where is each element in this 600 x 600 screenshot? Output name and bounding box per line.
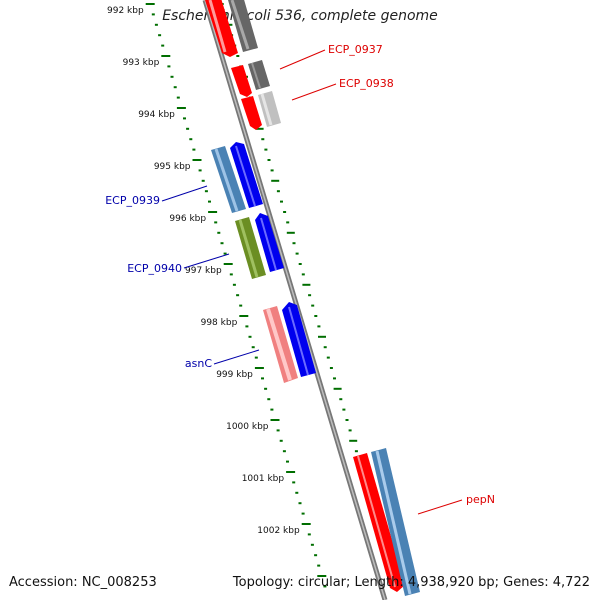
leader-line-ecp0939 <box>161 185 208 202</box>
cds-feature-ecp0937-red[interactable] <box>231 65 252 97</box>
gene-label-leaders <box>161 49 463 515</box>
cds-feature-ecp0939-steel[interactable] <box>211 146 246 213</box>
ruler-label: 1002 kbp <box>257 526 300 536</box>
gene-label-pepn[interactable]: pepN <box>466 493 495 506</box>
cds-feature-red[interactable] <box>205 0 238 57</box>
cds-feature-pepn-steel[interactable] <box>371 448 420 596</box>
feature-track <box>205 0 420 596</box>
ruler-label: 1000 kbp <box>226 422 269 432</box>
ruler-label: 996 kbp <box>169 214 206 224</box>
leader-line-ecp0938 <box>291 83 337 101</box>
genome-title: Escherichia coli 536, complete genome <box>162 8 438 24</box>
ruler-label: 1001 kbp <box>242 474 285 484</box>
ruler-label: 993 kbp <box>123 58 160 68</box>
genome-backbone-highlight <box>204 0 386 600</box>
leader-line-asnc <box>213 349 260 365</box>
cds-feature-ecp0940-blue[interactable] <box>255 213 284 272</box>
cds-feature-ecp0939-blue[interactable] <box>230 142 263 208</box>
leader-line-pepn <box>417 499 463 515</box>
gene-label-ecp0937[interactable]: ECP_0937 <box>328 43 383 56</box>
ruler-label: 995 kbp <box>154 162 191 172</box>
leader-line-ecp0940 <box>183 253 230 269</box>
ruler-label: 998 kbp <box>201 318 238 328</box>
accession-text: Accession: NC_008253 <box>9 575 157 590</box>
cds-feature-pepn-red[interactable] <box>353 453 405 592</box>
cds-feature-gray[interactable] <box>228 0 258 52</box>
leader-line-ecp0937 <box>279 49 326 70</box>
ruler-label: 997 kbp <box>185 266 222 276</box>
outer-left-tick-track <box>145 3 327 588</box>
cds-feature-ecp0937-gray[interactable] <box>248 60 270 90</box>
gene-label-ecp0940[interactable]: ECP_0940 <box>127 262 182 275</box>
ruler-label: 999 kbp <box>216 370 253 380</box>
ruler-labels: 992 kbp 993 kbp 994 kbp 995 kbp 996 kbp 997 k… <box>107 6 300 536</box>
cds-feature-ecp0940-olive[interactable] <box>235 217 266 279</box>
cds-feature-asnc-pink[interactable] <box>263 306 298 383</box>
cds-feature-ecp0938-red[interactable] <box>241 96 262 130</box>
ruler-label: 994 kbp <box>138 110 175 120</box>
gene-label-asnc[interactable]: asnC <box>185 357 212 370</box>
gene-label-ecp0939[interactable]: ECP_0939 <box>105 194 160 207</box>
gene-labels: ECP_0937 ECP_0938 ECP_0939 ECP_0940 asnC… <box>105 43 495 506</box>
cds-feature-ecp0938-gray[interactable] <box>258 91 281 127</box>
genome-stats-text: Topology: circular; Length: 4,938,920 bp… <box>232 575 590 590</box>
ruler-label: 992 kbp <box>107 6 144 16</box>
gene-label-ecp0938[interactable]: ECP_0938 <box>339 77 394 90</box>
cds-feature-asnc-blue[interactable] <box>282 302 316 377</box>
